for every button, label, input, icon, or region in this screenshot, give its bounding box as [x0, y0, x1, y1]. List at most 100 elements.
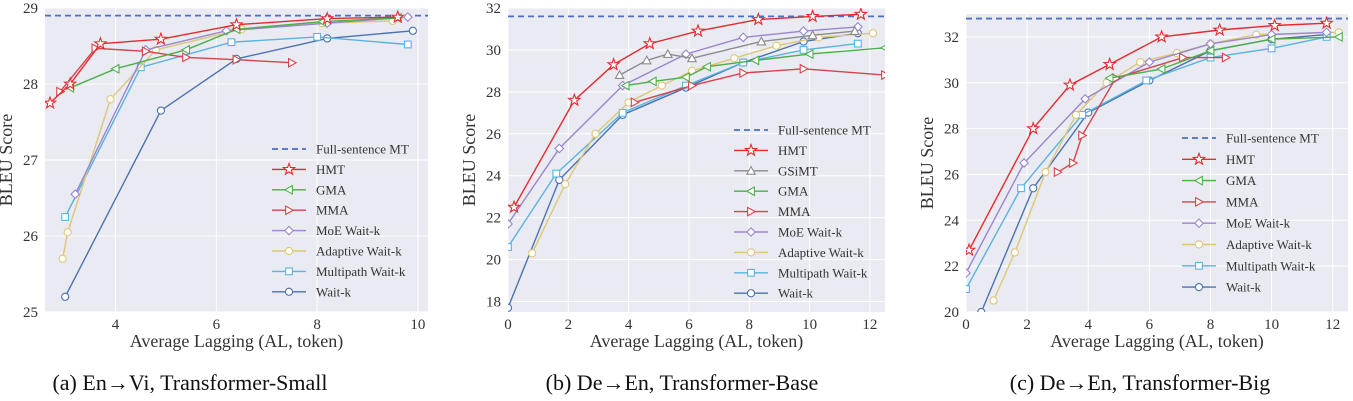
plot-area: [45, 9, 428, 301]
series-moe-wait-k: [966, 27, 1332, 279]
x-tick-label: 6: [213, 317, 221, 333]
data-point-hmt: [805, 8, 820, 23]
data-point-gma: [647, 76, 657, 87]
y-tick-label: 24: [486, 169, 502, 185]
series-line-hmt: [968, 22, 1327, 251]
data-point-gsimt: [807, 29, 818, 40]
data-point-gsimt: [662, 48, 673, 59]
legend-label-moe-wait-k: MoE Wait-k: [778, 225, 843, 240]
data-point-wait-k: [1029, 184, 1038, 193]
plot-area: [508, 8, 885, 312]
chart-caption: (c) De→En, Transformer-Big: [1010, 370, 1270, 395]
data-point-gsimt: [849, 25, 860, 35]
data-point-hmt: [153, 31, 169, 46]
data-point-hmt: [62, 76, 78, 91]
legend-marker-hmt: [743, 142, 759, 157]
data-point-wait-k: [508, 303, 513, 312]
x-tick-label: 12: [1325, 317, 1340, 333]
y-tick-label: 30: [944, 76, 959, 92]
data-point-multipath-wait-k: [1142, 76, 1151, 85]
legend-label-adaptive-wait-k: Adaptive Wait-k: [778, 245, 864, 260]
legend-label-hmt: HMT: [778, 143, 807, 158]
legend-marker-gma: [745, 186, 755, 197]
legend-label-multipath-wait-k: Multipath Wait-k: [1226, 258, 1316, 273]
data-point-adaptive-wait-k: [657, 81, 666, 90]
series-line-mma: [59, 47, 292, 93]
data-point-gma: [180, 44, 191, 55]
x-tick-label: 6: [685, 317, 693, 333]
data-point-multipath-wait-k: [313, 32, 322, 41]
legend-marker-hmt: [281, 161, 297, 176]
data-point-mma: [141, 46, 152, 57]
data-point-gsimt: [641, 55, 652, 65]
series-line-hmt: [513, 13, 861, 208]
y-tick-label: 28: [23, 77, 38, 93]
series-mma: [56, 43, 298, 97]
data-point-moe-wait-k: [966, 268, 971, 279]
legend-label-hmt: HMT: [1226, 152, 1255, 167]
x-axis-label: Average Lagging (AL, token): [590, 331, 804, 352]
y-tick-label: 20: [486, 253, 501, 269]
data-point-moe-wait-k: [402, 12, 413, 23]
legend-marker-adaptive-wait-k: [284, 246, 294, 256]
data-point-hmt: [966, 242, 977, 257]
legend-marker-adaptive-wait-k: [1194, 240, 1204, 249]
data-point-hmt: [1319, 15, 1334, 30]
legend-marker-mma: [747, 206, 757, 217]
y-tick-label: 26: [23, 229, 39, 245]
y-tick-label: 22: [486, 211, 501, 227]
legend-marker-gsimt: [745, 165, 757, 175]
data-point-moe-wait-k: [70, 189, 81, 200]
y-tick-label: 24: [944, 213, 960, 229]
data-point-multipath-wait-k: [403, 40, 412, 49]
data-point-hmt: [690, 23, 706, 38]
data-point-adaptive-wait-k: [561, 179, 570, 189]
data-point-adaptive-wait-k: [106, 95, 115, 104]
data-point-hmt: [229, 17, 244, 31]
data-point-gma: [680, 72, 690, 83]
y-tick-label: 30: [486, 43, 501, 59]
data-point-mma: [232, 54, 242, 65]
legend-marker-wait-k: [284, 287, 294, 296]
x-tick-label: 6: [1146, 317, 1154, 333]
legend-label-full-sentence-mt: Full-sentence MT: [1226, 131, 1319, 146]
legend-label-wait-k: Wait-k: [778, 286, 814, 301]
y-tick-label: 26: [486, 127, 502, 143]
series-hmt: [45, 9, 405, 110]
data-point-mma: [1221, 52, 1232, 63]
legend-marker-wait-k: [746, 289, 756, 298]
x-tick-label: 10: [410, 317, 425, 333]
data-point-hmt: [1102, 56, 1117, 71]
data-point-gma: [804, 48, 814, 60]
legend-label-wait-k: Wait-k: [1226, 280, 1262, 295]
x-tick-label: 12: [862, 317, 877, 333]
data-point-hmt: [320, 11, 335, 25]
legend-marker-multipath-wait-k: [285, 267, 293, 276]
data-point-hmt: [390, 9, 405, 24]
legend-marker-moe-wait-k: [284, 225, 294, 236]
series-hmt: [966, 15, 1334, 257]
data-point-hmt: [1267, 17, 1282, 32]
data-point-gsimt: [686, 52, 698, 63]
x-tick-label: 10: [1264, 317, 1279, 333]
legend-label-adaptive-wait-k: Adaptive Wait-k: [1226, 237, 1312, 252]
legend-label-wait-k: Wait-k: [316, 284, 352, 299]
data-point-hmt: [93, 36, 108, 50]
series-hmt: [508, 8, 869, 214]
data-point-gma: [1104, 73, 1114, 84]
data-point-multipath-wait-k: [508, 243, 512, 251]
legend-marker-mma: [1195, 196, 1205, 208]
y-tick-label: 32: [944, 30, 959, 46]
plot-background: [966, 14, 1348, 312]
legend-marker-multipath-wait-k: [1195, 261, 1203, 270]
data-point-moe-wait-k: [1080, 93, 1091, 104]
legend-label-moe-wait-k: MoE Wait-k: [1226, 216, 1291, 231]
data-point-moe-wait-k: [554, 143, 565, 154]
data-point-hmt: [853, 8, 869, 21]
x-tick-label: 8: [1207, 317, 1215, 333]
data-point-moe-wait-k: [1321, 27, 1332, 38]
chart-caption: (b) De→En, Transformer-Base: [546, 370, 819, 395]
legend-label-moe-wait-k: MoE Wait-k: [316, 223, 381, 238]
legend-label-gma: GMA: [1226, 173, 1257, 188]
data-point-multipath-wait-k: [853, 39, 862, 48]
